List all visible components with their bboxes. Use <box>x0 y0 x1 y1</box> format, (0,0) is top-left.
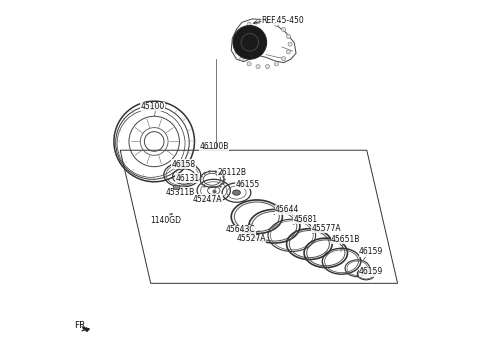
Text: 46100B: 46100B <box>200 142 229 151</box>
Text: 46131: 46131 <box>175 174 199 183</box>
Text: 45577A: 45577A <box>312 224 341 233</box>
Text: 1140GD: 1140GD <box>151 216 182 225</box>
Text: 46158: 46158 <box>172 160 196 169</box>
Ellipse shape <box>233 190 240 195</box>
Text: 26112B: 26112B <box>217 168 246 177</box>
Circle shape <box>288 42 292 46</box>
Circle shape <box>256 20 260 24</box>
Circle shape <box>247 22 251 26</box>
Text: 45311B: 45311B <box>166 188 195 197</box>
Circle shape <box>275 22 278 26</box>
Circle shape <box>287 50 290 54</box>
Text: REF.45-450: REF.45-450 <box>261 16 304 25</box>
Text: 45247A: 45247A <box>193 195 223 204</box>
Circle shape <box>256 65 260 68</box>
Text: 46159: 46159 <box>359 247 384 256</box>
Circle shape <box>275 62 278 66</box>
Circle shape <box>265 65 270 68</box>
Text: 45644: 45644 <box>275 205 300 214</box>
Circle shape <box>282 56 286 61</box>
Circle shape <box>233 42 238 46</box>
Circle shape <box>235 34 239 38</box>
Text: 45681: 45681 <box>293 215 317 224</box>
Text: 45643C: 45643C <box>226 225 256 234</box>
Circle shape <box>287 34 290 38</box>
Circle shape <box>235 50 239 54</box>
Circle shape <box>282 28 286 31</box>
Text: FR.: FR. <box>73 321 87 330</box>
Text: 46155: 46155 <box>236 180 260 189</box>
Text: 45651B: 45651B <box>331 235 360 244</box>
Text: 45100: 45100 <box>140 102 165 111</box>
Circle shape <box>240 56 244 61</box>
Circle shape <box>265 20 270 24</box>
Text: 46159: 46159 <box>359 267 384 276</box>
FancyBboxPatch shape <box>173 185 179 189</box>
Circle shape <box>233 25 266 59</box>
Polygon shape <box>83 328 89 331</box>
Text: 45527A: 45527A <box>237 234 266 243</box>
Circle shape <box>240 28 244 31</box>
Circle shape <box>247 62 251 66</box>
